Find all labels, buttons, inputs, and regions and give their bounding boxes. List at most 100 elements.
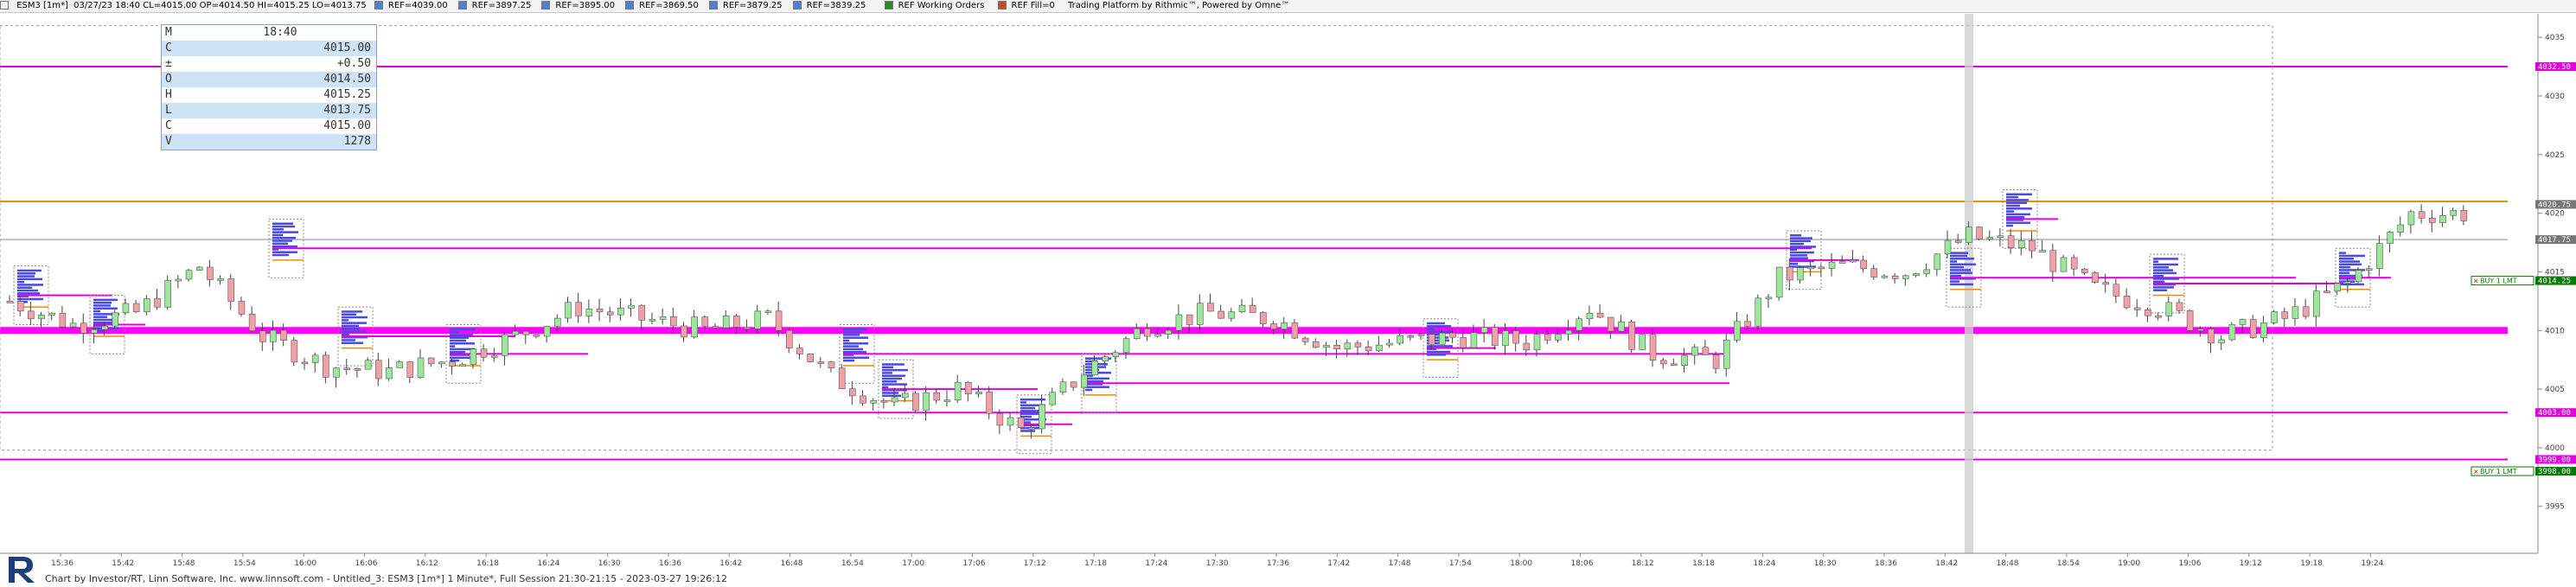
- profile-bar: [1427, 328, 1435, 330]
- down-candle: [2460, 209, 2468, 221]
- ref-item[interactable]: REF=3895.00: [541, 1, 620, 10]
- profile-bar: [2006, 210, 2014, 213]
- up-candle: [2039, 250, 2046, 252]
- price-tag: [2535, 200, 2576, 209]
- working-orders-label[interactable]: REF Working Orders: [884, 1, 990, 10]
- down-candle: [880, 400, 888, 403]
- profile-bar: [1427, 350, 1450, 354]
- ref-item[interactable]: REF=3839.25: [792, 1, 872, 10]
- ref-item[interactable]: REF=3869.50: [625, 1, 704, 10]
- up-candle: [764, 310, 772, 314]
- profile-bar: [1020, 412, 1043, 415]
- down-candle: [817, 361, 825, 364]
- up-candle: [617, 308, 624, 316]
- time-tick-label: 16:18: [476, 559, 499, 568]
- ref-item[interactable]: REF=3897.25: [457, 1, 537, 10]
- up-candle: [2060, 257, 2068, 272]
- profile-bar: [1950, 252, 1968, 254]
- up-candle: [38, 315, 45, 320]
- up-candle: [1102, 356, 1109, 361]
- up-candle: [2376, 243, 2383, 269]
- up-candle: [1344, 342, 1352, 349]
- profile-bar: [272, 248, 278, 251]
- price-chart[interactable]: 4035 4030 4025 4020 4015 4010 4005 4000 3995 4032…: [0, 12, 2576, 571]
- profile-bar: [2153, 266, 2169, 269]
- down-candle: [227, 278, 235, 302]
- down-candle: [28, 310, 35, 320]
- down-candle: [480, 348, 488, 358]
- ref-lines-list: REF=4039.00 REF=3897.25 REF=3895.00 REF=386…: [374, 1, 877, 10]
- profile-bar: [342, 328, 360, 330]
- profile-bar: [2006, 213, 2030, 216]
- price-tag-label: 3999.00: [2538, 456, 2571, 464]
- ohlc-key: H: [165, 88, 172, 101]
- time-tick-label: 18:30: [1814, 559, 1837, 568]
- down-candle: [1659, 360, 1667, 365]
- price-tag-label: 3998.00: [2538, 468, 2571, 476]
- profile-bar: [342, 341, 363, 344]
- up-candle: [1850, 259, 1857, 263]
- up-candle: [311, 354, 319, 363]
- profile-bar: [882, 363, 904, 366]
- up-candle: [396, 361, 403, 368]
- down-candle: [2155, 315, 2162, 318]
- window-icon[interactable]: [0, 1, 9, 10]
- down-candle: [1954, 239, 1962, 243]
- up-candle: [2165, 302, 2173, 316]
- profile-bar: [450, 345, 455, 348]
- down-candle: [1291, 322, 1299, 339]
- up-candle: [1323, 345, 1330, 348]
- profile-bar: [342, 324, 359, 328]
- up-candle: [2313, 290, 2320, 317]
- price-tick-label: 4035: [2545, 34, 2565, 42]
- down-candle: [575, 302, 582, 316]
- profile-bar: [1950, 278, 1976, 280]
- up-candle: [1913, 273, 1920, 277]
- time-tick-label: 16:12: [416, 559, 438, 568]
- up-candle: [270, 329, 277, 342]
- down-candle: [80, 322, 87, 334]
- ref-item[interactable]: REF=3879.25: [708, 1, 788, 10]
- down-candle: [1671, 363, 1678, 367]
- profile-bar: [17, 295, 29, 297]
- profile-bar: [272, 239, 292, 242]
- up-candle: [1986, 237, 1994, 239]
- profile-bar: [843, 336, 868, 339]
- profile-bar: [17, 289, 38, 292]
- profile-bar: [1790, 246, 1816, 248]
- up-candle: [1934, 253, 1941, 271]
- down-candle: [2049, 250, 2057, 272]
- profile-bar: [843, 328, 866, 331]
- profile-bar: [1427, 322, 1445, 325]
- ohlc-value: 18:40: [263, 26, 297, 39]
- profile-bar: [1085, 360, 1097, 363]
- profile-bar: [1020, 404, 1045, 407]
- profile-bar: [882, 366, 893, 369]
- price-tick-label: 3995: [2545, 503, 2565, 512]
- ref-icon: [374, 1, 383, 10]
- profile-bar: [450, 330, 459, 334]
- ohlc-row: C 4015.00: [162, 41, 376, 56]
- profile-bar: [2153, 263, 2178, 266]
- up-candle: [870, 400, 878, 404]
- up-candle: [1586, 312, 1594, 320]
- ohlc-row: L 4013.75: [162, 103, 376, 118]
- profile-bar: [2153, 283, 2176, 286]
- up-candle: [1807, 266, 1814, 270]
- down-candle: [986, 392, 993, 414]
- ref-item[interactable]: REF=4039.00: [374, 1, 453, 10]
- down-candle: [6, 301, 14, 303]
- down-candle: [2418, 211, 2426, 219]
- down-candle: [522, 330, 530, 335]
- profile-bar: [2006, 193, 2032, 196]
- up-candle: [2292, 306, 2299, 319]
- profile-bar: [882, 392, 898, 394]
- ref-icon: [625, 1, 635, 10]
- ohlc-row: O 4014.50: [162, 72, 376, 87]
- profile-bar: [450, 342, 475, 345]
- ohlc-value: 4013.75: [323, 104, 371, 117]
- down-candle: [681, 325, 687, 338]
- up-candle: [195, 266, 203, 271]
- up-candle: [1376, 344, 1383, 352]
- ohlc-row: C 4015.00: [162, 118, 376, 134]
